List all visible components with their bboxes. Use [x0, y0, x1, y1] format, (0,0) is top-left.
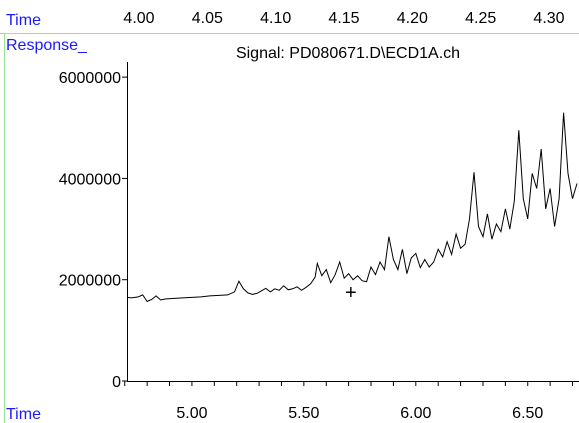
top-axis-tick-label: 4.00	[123, 10, 154, 27]
y-tick-label: 4000000	[59, 171, 121, 188]
y-axis-header: Response_	[6, 37, 88, 54]
y-tick-label: 6000000	[59, 70, 121, 87]
signal-trace	[126, 112, 578, 303]
top-axis-ticks: 4.00 4.05 4.10 4.15 4.20 4.25 4.30	[123, 10, 564, 27]
top-axis-label: Time	[6, 12, 41, 29]
x-axis-ticks: 5.00 5.50 6.00 6.50	[124, 381, 574, 422]
chart-title: Signal: PD080671.D\ECD1A.ch	[236, 45, 460, 62]
cursor-marker: +	[345, 282, 357, 304]
x-axis-footer: Time	[6, 406, 41, 423]
top-axis-tick-label: 4.30	[533, 10, 564, 27]
y-tick-label: 2000000	[59, 273, 121, 290]
cursor-plus-icon: +	[345, 282, 357, 304]
x-tick-label: 6.00	[400, 405, 431, 422]
y-axis-ticks: 0 2000000 4000000 6000000	[59, 70, 127, 391]
x-tick-label: 5.00	[176, 405, 207, 422]
top-axis-tick-label: 4.15	[328, 10, 359, 27]
top-axis-tick-label: 4.05	[192, 10, 223, 27]
top-axis-tick-label: 4.20	[397, 10, 428, 27]
x-tick-label: 6.50	[512, 405, 543, 422]
x-tick-label: 5.50	[288, 405, 319, 422]
y-tick-label: 0	[112, 374, 121, 391]
top-axis-tick-label: 4.10	[260, 10, 291, 27]
top-axis-tick-label: 4.25	[465, 10, 496, 27]
